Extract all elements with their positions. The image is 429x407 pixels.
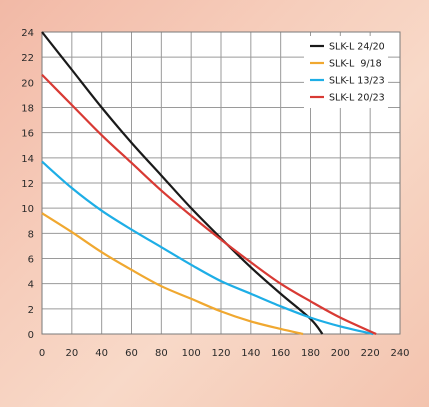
- x-tick-label: 80: [155, 348, 168, 359]
- y-tick-label: 22: [21, 53, 34, 64]
- y-tick-label: 4: [28, 280, 34, 291]
- axes: 0 20 40 60 80 100 120 140 160 180 200 220 2400246810…: [21, 28, 409, 359]
- y-tick-label: 8: [28, 229, 34, 240]
- series-layer: [41, 31, 377, 336]
- legend-label-4: SLK-L 20/23: [329, 93, 385, 104]
- series-line-4: [41, 74, 377, 336]
- y-tick-label: 16: [21, 129, 34, 140]
- x-tick-label: 180: [301, 348, 320, 359]
- y-tick-label: 6: [28, 255, 34, 266]
- x-tick-label: 60: [125, 348, 138, 359]
- y-tick-label: 14: [21, 154, 34, 165]
- x-tick-label: 200: [331, 348, 350, 359]
- x-tick-label: 100: [182, 348, 201, 359]
- x-tick-label: 140: [241, 348, 260, 359]
- x-tick-label: 160: [271, 348, 290, 359]
- series-line-1: [41, 31, 324, 335]
- y-tick-label: 2: [28, 305, 34, 316]
- series-line-2: [41, 212, 304, 336]
- legend: SLK-L 24/20 SLK-L 9/18 SLK-L 13/23 SLK-L 20…: [304, 36, 388, 108]
- x-tick-label: 40: [95, 348, 108, 359]
- legend-label-2: SLK-L 9/18: [329, 59, 382, 70]
- plot-border: [41, 31, 401, 335]
- series-line-3: [41, 160, 374, 336]
- y-tick-label: 0: [28, 330, 34, 341]
- y-tick-label: 10: [21, 204, 34, 215]
- x-tick-label: 120: [211, 348, 230, 359]
- x-tick-label: 240: [390, 348, 409, 359]
- legend-label-1: SLK-L 24/20: [329, 42, 385, 53]
- y-tick-label: 12: [21, 179, 34, 190]
- x-tick-label: 0: [39, 348, 45, 359]
- y-tick-label: 20: [21, 78, 34, 89]
- x-tick-label: 220: [361, 348, 380, 359]
- y-tick-label: 24: [21, 28, 34, 39]
- legend-label-3: SLK-L 13/23: [329, 76, 385, 87]
- y-tick-label: 18: [21, 104, 34, 115]
- x-tick-label: 20: [65, 348, 78, 359]
